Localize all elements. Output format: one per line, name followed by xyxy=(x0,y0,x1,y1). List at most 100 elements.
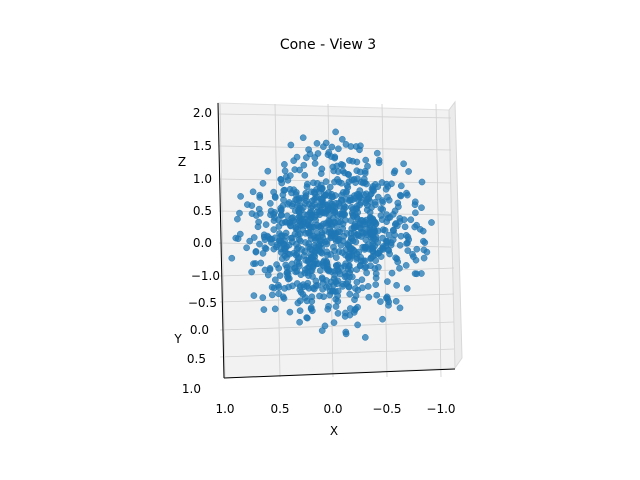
data-point xyxy=(308,208,315,216)
data-point xyxy=(428,219,435,226)
data-point xyxy=(256,210,264,217)
x-tick-label: 0.0 xyxy=(323,402,342,416)
data-point xyxy=(304,180,311,188)
data-point xyxy=(357,253,364,261)
data-point xyxy=(308,293,316,301)
x-tick-label: 0.5 xyxy=(270,402,289,416)
data-point xyxy=(283,268,291,276)
data-point xyxy=(256,194,264,201)
data-point xyxy=(299,291,307,298)
data-point xyxy=(248,268,255,276)
data-point xyxy=(317,195,325,203)
y-tick-label: 0.5 xyxy=(187,352,206,366)
data-point xyxy=(259,179,267,187)
data-point xyxy=(350,309,358,316)
data-point xyxy=(404,247,412,254)
data-point xyxy=(402,231,410,239)
data-point xyxy=(339,167,347,175)
data-point xyxy=(228,254,236,262)
data-point xyxy=(385,196,393,204)
z-tick-label: 0.5 xyxy=(193,204,212,218)
data-point xyxy=(279,293,287,301)
data-point xyxy=(396,304,404,312)
data-point xyxy=(306,215,314,223)
data-point xyxy=(411,270,419,277)
data-point xyxy=(295,195,303,202)
data-point xyxy=(297,222,305,230)
data-point xyxy=(304,314,311,322)
x-tick-label: −1.0 xyxy=(426,402,455,416)
data-point xyxy=(420,254,428,262)
data-point xyxy=(391,167,399,175)
data-point xyxy=(396,214,404,222)
data-point xyxy=(411,201,419,209)
data-point xyxy=(304,279,312,287)
data-point xyxy=(374,183,382,191)
data-point xyxy=(336,228,344,236)
data-point xyxy=(282,261,290,269)
data-point xyxy=(385,231,393,239)
data-point xyxy=(364,162,371,170)
data-point xyxy=(369,253,377,260)
data-point xyxy=(362,229,370,237)
data-point xyxy=(342,246,350,254)
data-point xyxy=(372,281,380,288)
z-grid-line xyxy=(218,113,452,119)
data-point xyxy=(286,308,294,316)
data-point xyxy=(318,244,325,252)
data-point xyxy=(264,271,272,279)
data-point xyxy=(378,179,386,186)
data-point xyxy=(286,172,294,179)
data-point xyxy=(332,254,340,261)
data-point xyxy=(348,176,356,184)
data-point xyxy=(297,271,305,279)
x-grid-line xyxy=(219,103,226,378)
data-point xyxy=(277,232,285,239)
y-tick-label: −1.0 xyxy=(191,269,220,283)
data-point xyxy=(348,196,356,204)
data-point xyxy=(308,246,316,254)
data-point xyxy=(308,307,316,315)
data-point xyxy=(342,260,349,268)
data-point xyxy=(280,240,288,248)
data-point xyxy=(393,281,400,289)
data-point xyxy=(342,195,350,203)
data-point xyxy=(384,278,391,285)
data-point xyxy=(378,216,386,223)
data-point xyxy=(401,223,409,231)
data-point xyxy=(266,265,274,272)
axis-lines xyxy=(217,102,456,379)
data-point xyxy=(310,188,318,196)
data-point xyxy=(400,160,407,168)
data-point xyxy=(421,239,429,246)
data-point xyxy=(318,327,326,334)
data-point xyxy=(353,167,361,175)
data-point xyxy=(418,178,426,186)
data-point xyxy=(309,273,316,280)
data-point xyxy=(369,240,377,248)
data-point xyxy=(323,240,331,248)
data-point xyxy=(310,285,318,293)
data-point xyxy=(325,212,333,220)
y-tick-label: 0.0 xyxy=(190,323,209,337)
data-point xyxy=(292,188,300,196)
data-point xyxy=(388,269,396,277)
data-point xyxy=(324,251,331,259)
data-point xyxy=(364,283,372,290)
left-axis-line xyxy=(217,102,225,379)
data-point xyxy=(383,294,390,302)
data-point xyxy=(354,230,361,238)
data-point xyxy=(340,232,348,240)
data-point xyxy=(337,264,345,272)
data-point xyxy=(372,270,380,278)
data-point xyxy=(403,189,410,197)
data-point xyxy=(346,269,353,277)
data-point xyxy=(287,141,295,149)
data-point xyxy=(316,208,323,216)
data-point xyxy=(283,212,291,220)
data-point xyxy=(276,272,284,279)
data-point xyxy=(324,151,332,159)
z-tick-label: 1.0 xyxy=(193,172,212,186)
data-point xyxy=(413,245,421,253)
